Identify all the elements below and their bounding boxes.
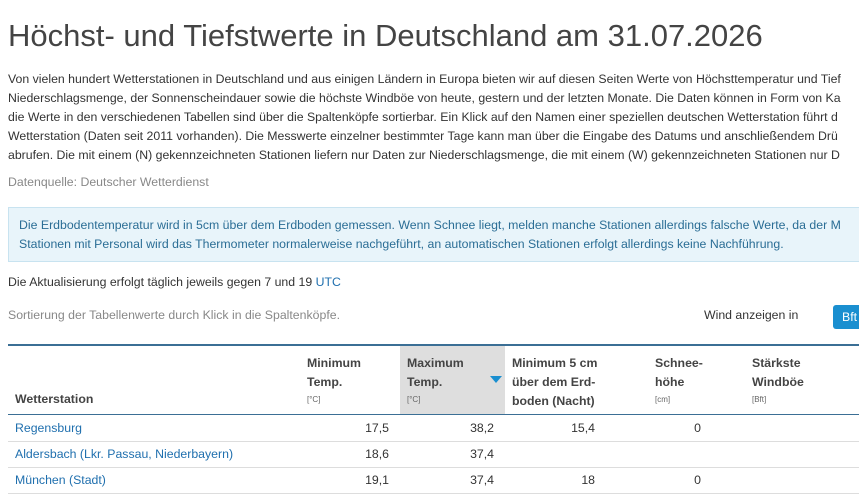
header-line (8, 414, 859, 415)
column-header[interactable]: Stärkste Windböe [Bft] (745, 346, 859, 414)
header-unit: [Bft] (752, 395, 767, 404)
table-cell: 37,4 (470, 447, 494, 461)
header-text: Schnee- (655, 356, 703, 370)
station-link[interactable]: Aldersbach (Lkr. Passau, Niederbayern) (15, 447, 234, 461)
info-line: Stationen mit Personal wird das Thermome… (19, 237, 784, 251)
intro-line: die Werte in den verschiedenen Tabellen … (8, 110, 838, 124)
sort-arrow (490, 376, 502, 383)
column-header[interactable]: Minimum 5 cm über dem Erd-boden (Nacht) (505, 346, 648, 414)
wind-unit-button[interactable]: Bft (833, 305, 859, 329)
header-text: Temp. (307, 375, 343, 389)
header-text: Windböe (752, 375, 804, 389)
intro-line: abrufen. Die mit einem (N) gekennzeichne… (8, 148, 840, 162)
intro-line: Niederschlagsmenge, der Sonnenscheindaue… (8, 91, 841, 105)
table-cell: 19,1 (365, 473, 389, 487)
update-text: Die Aktualisierung erfolgt täglich jewei… (8, 275, 313, 289)
row-line (8, 467, 859, 468)
header-text: Temp. (407, 375, 443, 389)
update-note: Die Aktualisierung erfolgt täglich jewei… (8, 275, 341, 289)
table-cell: 15,4 (571, 421, 595, 435)
table-cell: 0 (694, 473, 701, 487)
table-cell: 17,5 (365, 421, 389, 435)
header-text: höhe (655, 375, 685, 389)
header-unit: [°C] (407, 395, 421, 404)
info-box: Die Erdbodentemperatur wird in 5cm über … (8, 207, 859, 262)
wind-label: Wind anzeigen in (704, 308, 799, 322)
column-header[interactable]: Minimum Temp. [°C] (300, 346, 400, 414)
table-cell: 37,4 (470, 473, 494, 487)
intro: Von vielen hundert Wetterstationen in De… (8, 70, 859, 165)
row-line (8, 441, 859, 442)
header-text: Wetterstation (15, 392, 94, 406)
sorting-note: Sortierung der Tabellenwerte durch Klick… (8, 308, 340, 322)
header-text: Stärkste (752, 356, 801, 370)
intro-line: Wetterstation (Daten seit 2011 vorhanden… (8, 129, 838, 143)
table-cell: 18 (581, 473, 595, 487)
intro-line: Von vielen hundert Wetterstationen in De… (8, 72, 841, 86)
station-link[interactable]: Regensburg (15, 421, 82, 435)
page-title: Höchst- und Tiefstwerte in Deutschland a… (8, 18, 763, 53)
header-text: boden (Nacht) (512, 394, 595, 408)
table-cell: 18,6 (365, 447, 389, 461)
column-header[interactable]: Wetterstation (8, 346, 300, 414)
table: Wetterstation Minimum Temp. [°C] Maximum Temp… (8, 344, 859, 496)
info-line: Die Erdbodentemperatur wird in 5cm über … (19, 218, 841, 232)
header-unit: [cm] (655, 395, 671, 404)
table-cell: 38,2 (470, 421, 494, 435)
table-cell: 0 (694, 421, 701, 435)
header-unit: [°C] (307, 395, 321, 404)
row-line (8, 493, 859, 494)
header-text: Maximum (407, 356, 464, 370)
utc-link[interactable]: UTC (315, 275, 341, 289)
header-text: Minimum (307, 356, 361, 370)
header-text: Minimum 5 cm (512, 356, 598, 370)
data-source: Datenquelle: Deutscher Wetterdienst (8, 175, 209, 189)
station-link[interactable]: München (Stadt) (15, 473, 106, 487)
column-header[interactable]: Maximum Temp. [°C] (400, 346, 505, 414)
header-text: über dem Erd- (512, 375, 596, 389)
column-header[interactable]: Schnee-höhe [cm] (648, 346, 745, 414)
